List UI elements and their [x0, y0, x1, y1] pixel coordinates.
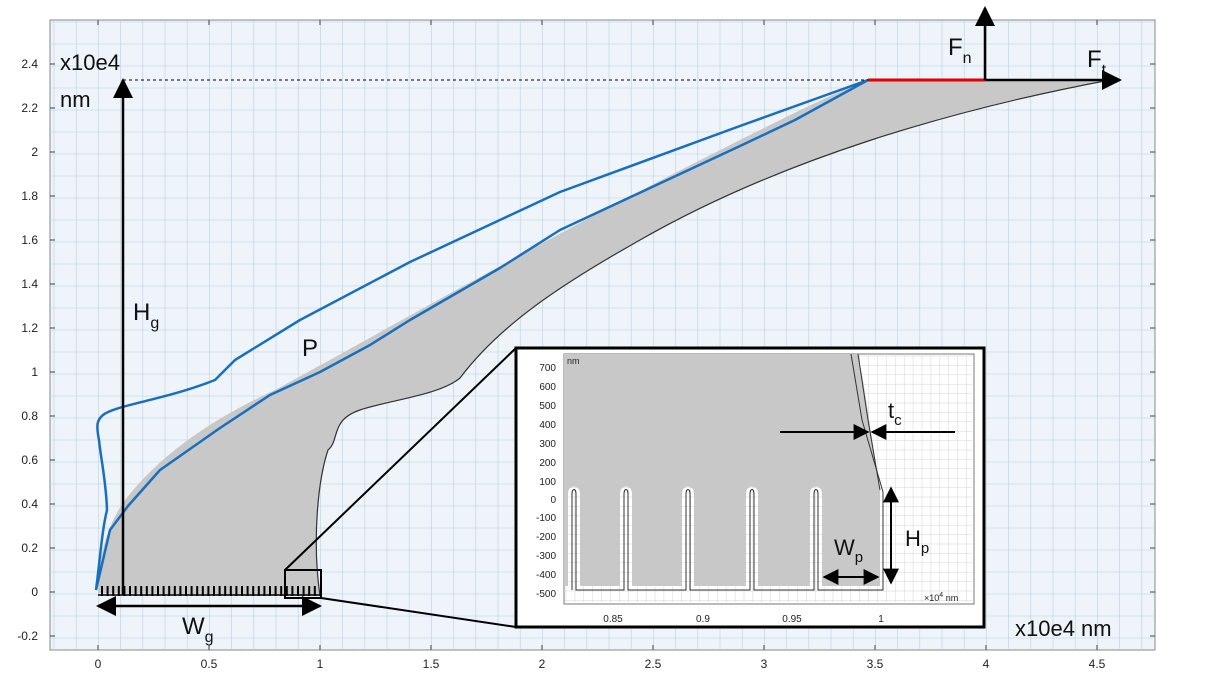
- inset-x-tick: 0.9: [696, 614, 710, 625]
- y-tick-label: 0.2: [21, 541, 38, 555]
- inset-y-tick: -400: [536, 570, 556, 581]
- y-tick-label: 1.8: [21, 189, 38, 203]
- y-tick-label: 1.2: [21, 321, 38, 335]
- inset-y-tick: -100: [536, 513, 556, 524]
- gray-body-lower-edge: [315, 79, 1111, 597]
- inset-y-tick: -500: [536, 589, 556, 600]
- hg-label: Hg: [133, 299, 159, 332]
- inset-y-tick: 400: [539, 420, 556, 431]
- zoom-connector-top: [284, 347, 517, 571]
- inset-y-tick: 100: [539, 477, 556, 488]
- y-tick-label: 1.6: [21, 233, 38, 247]
- inset-x-tick-labels: 0.85 0.9 0.95 1: [603, 614, 884, 625]
- inset-y-tick: -300: [536, 551, 556, 562]
- x-tick-label: 1.5: [423, 657, 440, 671]
- y-tick-label: 0.4: [21, 497, 38, 511]
- inset-y-tick: 700: [539, 363, 556, 374]
- wg-label: Wg: [182, 613, 214, 646]
- inset-y-tick: 600: [539, 382, 556, 393]
- inset-coating-outer: [571, 353, 884, 591]
- y-tick-label: 0: [31, 585, 38, 599]
- x-tick-labels: 0 0.5 1 1.5 2 2.5 3 3.5 4 4.5: [95, 657, 1106, 671]
- y-tick-label: 0.8: [21, 409, 38, 423]
- y-unit-label-line2: nm: [60, 87, 91, 112]
- zoom-connector-bottom: [320, 597, 517, 628]
- y-tick-label: 2.4: [21, 57, 38, 71]
- y-tick-label: 1.4: [21, 277, 38, 291]
- inset-x-tick: 0.85: [603, 614, 623, 625]
- inset-coating-edge: [857, 353, 881, 491]
- y-unit-label-line1: x10e4: [60, 50, 120, 75]
- x-tick-label: 2: [539, 657, 546, 671]
- wp-label: Wp: [834, 535, 863, 566]
- y-tick-label: 2: [31, 145, 38, 159]
- gray-body: [98, 80, 1110, 596]
- y-tick-label: 1: [31, 365, 38, 379]
- y-tick-label: 0.6: [21, 453, 38, 467]
- y-tick-labels: -0.2 0 0.2 0.4 0.6 0.8 1 1.2 1.4 1.6 1.8…: [17, 57, 38, 643]
- x-tick-label: 0: [95, 657, 102, 671]
- inset-x-unit: ×104 nm: [924, 592, 958, 603]
- inset-panel: 700 600 500 400 300 200 100 0 -100 -200 …: [514, 346, 986, 629]
- y-tick-label: -0.2: [17, 629, 38, 643]
- tc-label: tc: [888, 398, 902, 429]
- inset-y-tick-labels: 700 600 500 400 300 200 100 0 -100 -200 …: [536, 363, 556, 600]
- x-unit-label: x10e4 nm: [1015, 616, 1112, 641]
- x-tick-label: 0.5: [201, 657, 218, 671]
- inset-y-tick: 200: [539, 458, 556, 469]
- p-label: P: [302, 335, 318, 362]
- zoom-box: [284, 569, 322, 599]
- inset-x-tick: 0.95: [782, 614, 802, 625]
- x-tick-label: 4.5: [1089, 657, 1106, 671]
- y-tick-label: 2.2: [21, 101, 38, 115]
- ft-label: Ft: [1087, 46, 1107, 79]
- inset-y-tick: 0: [550, 495, 556, 506]
- x-tick-label: 2.5: [645, 657, 662, 671]
- fn-label: Fn: [948, 34, 972, 67]
- x-tick-label: 4: [983, 657, 990, 671]
- x-tick-label: 1: [317, 657, 324, 671]
- axis-ticks: [50, 20, 1155, 650]
- x-tick-label: 3: [761, 657, 768, 671]
- inset-x-tick: 1: [878, 614, 884, 625]
- inset-y-tick: 300: [539, 439, 556, 450]
- deformed-outline: [94, 78, 870, 591]
- inset-solid: [564, 354, 880, 586]
- inset-y-unit: nm: [567, 356, 580, 366]
- x-tick-label: 3.5: [867, 657, 884, 671]
- inset-y-tick: 500: [539, 401, 556, 412]
- inset-y-tick: -200: [536, 532, 556, 543]
- hp-label: Hp: [905, 526, 929, 557]
